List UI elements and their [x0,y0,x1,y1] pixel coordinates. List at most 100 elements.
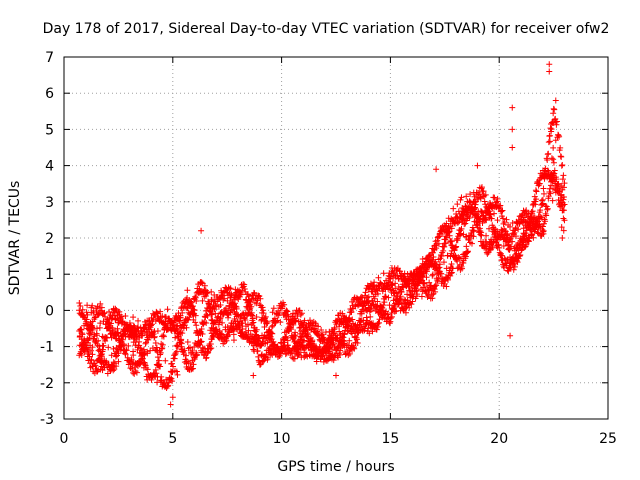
data-point [89,344,96,351]
data-point [94,357,101,364]
data-point [212,310,219,317]
data-point [494,242,501,249]
data-point [184,287,191,294]
data-point [132,368,139,375]
data-point [115,319,122,326]
data-point [243,332,250,339]
data-point [203,290,210,297]
data-point [269,309,276,316]
data-point [431,242,438,249]
data-point [227,285,234,292]
data-point [541,167,548,174]
data-point [436,264,443,271]
data-point [546,61,553,68]
data-point [349,316,356,323]
data-point [97,300,104,307]
data-point [337,344,344,351]
data-point [420,279,427,286]
data-point [409,288,416,295]
data-point [270,305,277,312]
data-point [183,360,190,367]
data-point [435,233,442,240]
data-point [110,364,117,371]
data-point [559,176,566,183]
data-point [441,278,448,285]
data-point [544,157,551,164]
data-point [218,287,225,294]
data-point [470,233,477,240]
data-point [263,320,270,327]
data-point [258,317,265,324]
data-point [509,238,516,245]
data-point [241,286,248,293]
data-point [317,356,324,363]
data-point [202,287,209,294]
data-point [139,355,146,362]
data-point [459,265,466,272]
data-point [366,330,373,337]
data-point [470,228,477,235]
data-point [537,207,544,214]
x-tick-label: 15 [381,431,399,447]
data-point [441,243,448,250]
data-point [325,348,332,355]
data-point [432,258,439,265]
data-point [172,334,179,341]
data-point [274,343,281,350]
axis-ticks [63,56,609,420]
data-point [483,232,490,239]
data-point [193,351,200,358]
data-point [173,326,180,333]
data-point [440,259,447,266]
data-point [216,319,223,326]
data-point [559,186,566,193]
data-point [239,326,246,333]
data-point [107,368,114,375]
data-point [313,358,320,365]
data-point [226,285,233,292]
data-point [257,295,264,302]
data-point [560,196,567,203]
data-point [138,332,145,339]
chart-title: Day 178 of 2017, Sidereal Day-to-day VTE… [43,21,610,37]
data-point [536,180,543,187]
data-point [169,378,176,385]
data-point [282,333,289,340]
data-point [500,242,507,249]
data-point [122,351,129,358]
data-point [412,278,419,285]
data-point [104,316,111,323]
data-point [89,324,96,331]
data-point [550,159,557,166]
data-point [512,233,519,240]
data-point [137,359,144,366]
data-point [344,328,351,335]
data-point [496,244,503,251]
data-point [460,260,467,267]
data-point [547,190,554,197]
data-point [184,305,191,312]
data-point [553,118,560,125]
data-point [281,337,288,344]
data-point [130,333,137,340]
data-point [190,311,197,318]
data-point [471,205,478,212]
data-point [266,343,273,350]
data-point [465,213,472,220]
data-point [302,324,309,331]
data-point [240,310,247,317]
data-point [245,309,252,316]
data-point [474,162,481,169]
data-point [120,342,127,349]
data-point [462,220,469,227]
data-point [374,298,381,305]
data-point [211,306,218,313]
y-tick-label: 1 [45,267,54,283]
data-point [556,133,563,140]
data-point [538,197,545,204]
data-point [245,327,252,334]
data-point [424,264,431,271]
data-point [466,199,473,206]
data-point [260,310,267,317]
data-point [463,243,470,250]
